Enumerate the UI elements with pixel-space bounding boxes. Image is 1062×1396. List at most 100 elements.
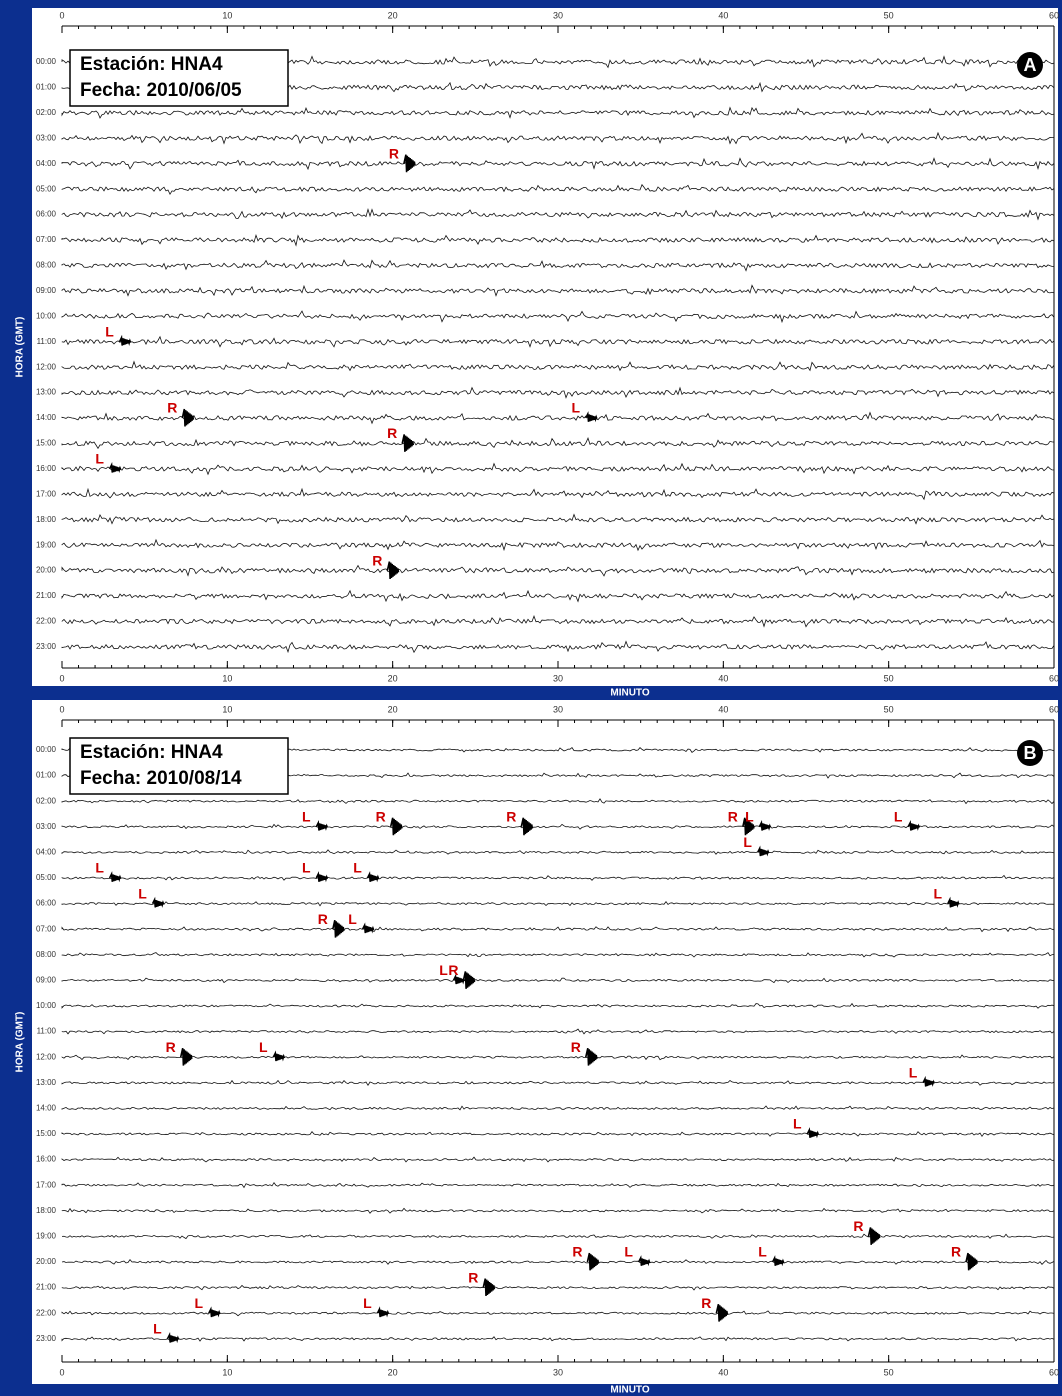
event-signal [462,971,476,989]
y-tick-label: 14:00 [36,413,57,422]
trace [61,360,1055,372]
event-signal [272,1050,286,1062]
event-label: R [389,145,399,161]
event-signal [166,1331,180,1344]
y-tick-label: 13:00 [36,1078,57,1087]
x-tick-label: 60 [1049,673,1059,683]
event-label: L [909,1065,918,1081]
y-tick-label: 01:00 [36,83,57,92]
y-tick-label: 21:00 [36,1283,57,1292]
trace [61,615,1055,628]
event-signal [208,1306,221,1318]
trace [61,131,1054,145]
event-signal [118,334,132,346]
trace [61,1028,1055,1035]
trace [61,823,1055,830]
y-tick-label: 02:00 [36,108,57,117]
x-tick-label: 40 [718,1367,728,1377]
x-tick-label: 0 [59,10,64,20]
y-tick-label: 05:00 [36,184,57,193]
y-tick-label: 12:00 [36,362,57,371]
x-tick-label: 0 [59,673,64,683]
trace [61,487,1055,501]
trace [61,106,1055,119]
x-tick-label: 30 [553,1367,563,1377]
event-label: R [318,911,328,927]
y-tick-label: 00:00 [36,745,57,754]
event-label: R [571,1039,581,1055]
y-tick-label: 03:00 [36,822,57,831]
x-tick-label: 20 [388,1367,398,1377]
y-tick-label: 19:00 [36,540,57,549]
trace [61,284,1055,297]
event-signal [715,1304,729,1322]
trace [61,538,1055,552]
event-label: R [951,1244,961,1260]
event-signal [403,154,416,173]
event-signal [108,871,122,883]
x-tick-label: 40 [718,10,728,20]
station-box [69,737,289,795]
trace [61,436,1055,450]
event-label: L [758,1244,767,1260]
y-tick-label: 18:00 [36,1206,57,1215]
x-tick-label: 60 [1049,10,1059,20]
event-signal [389,817,403,836]
event-label: L [793,1116,802,1132]
event-signal [867,1227,881,1245]
x-axis-label: MINUTO [610,1385,649,1396]
trace [61,849,1055,855]
event-signal [108,462,122,473]
trace [61,589,1055,603]
event-signal [947,896,960,908]
event-label: R [166,1039,176,1055]
event-label: R [448,962,458,978]
y-tick-label: 07:00 [36,235,57,244]
x-tick-label: 50 [884,704,894,714]
x-tick-label: 50 [884,673,894,683]
trace [61,977,1055,984]
y-tick-label: 20:00 [36,566,57,575]
x-tick-label: 30 [553,704,563,714]
panel-label: B [1024,743,1037,763]
trace [61,310,1055,324]
trace [61,1310,1055,1317]
trace [61,1336,1055,1342]
event-signal [386,561,400,580]
y-axis-label: HORA (GMT) [15,317,26,378]
trace [61,952,1055,958]
trace [61,386,1055,399]
trace [61,1181,1055,1189]
x-tick-label: 30 [553,10,563,20]
trace [61,1258,1055,1266]
x-axis-label: MINUTO [610,688,649,699]
event-label: R [853,1218,863,1234]
event-signal [585,411,598,423]
trace [61,234,1055,247]
event-signal [366,871,380,883]
y-tick-label: 15:00 [36,1129,57,1138]
event-label: R [506,809,516,825]
event-label: R [468,1269,478,1285]
trace [61,1156,1055,1163]
y-tick-label: 16:00 [36,1155,57,1164]
x-tick-label: 30 [553,673,563,683]
panel-background [32,8,1058,686]
y-tick-label: 15:00 [36,439,57,448]
panel-label: A [1024,55,1037,75]
event-label: R [167,400,177,416]
y-tick-label: 00:00 [36,57,57,66]
event-signal [922,1075,935,1087]
event-label: L [302,860,311,876]
event-signal [452,973,466,985]
trace [61,564,1055,577]
trace [61,640,1055,654]
event-signal [586,1252,600,1271]
y-tick-label: 23:00 [36,642,57,651]
y-tick-label: 17:00 [36,489,57,498]
y-tick-label: 21:00 [36,591,57,600]
event-label: L [353,860,362,876]
event-label: L [105,323,114,339]
event-signal [806,1127,820,1139]
y-tick-label: 22:00 [36,1308,57,1317]
